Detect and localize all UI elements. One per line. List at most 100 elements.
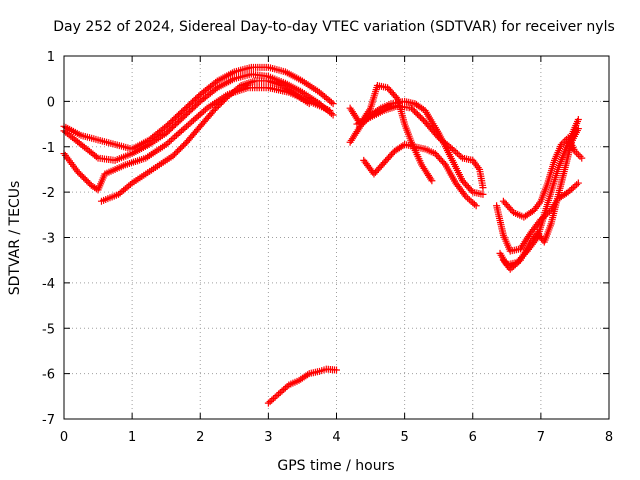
data-point-marker (417, 113, 425, 121)
data-point-marker (211, 105, 219, 113)
data-point-marker (216, 100, 224, 108)
data-point-marker (479, 184, 487, 192)
data-point-marker (264, 399, 272, 407)
data-point-marker (217, 99, 225, 107)
data-point-marker (418, 115, 426, 123)
x-tick-label: 7 (537, 430, 545, 445)
data-point-marker (183, 122, 191, 130)
data-point-marker (201, 106, 209, 114)
data-point-marker (213, 103, 221, 111)
x-tick-label: 4 (332, 430, 340, 445)
x-axis-label: GPS time / hours (277, 458, 394, 474)
data-point-marker (513, 259, 521, 267)
data-point-marker (326, 106, 334, 114)
data-point-marker (92, 153, 100, 161)
data-point-marker (574, 179, 582, 187)
data-point-marker (169, 152, 177, 160)
data-point-marker (568, 185, 576, 193)
data-point-marker (464, 194, 472, 202)
data-point-marker (268, 396, 276, 404)
data-point-marker (74, 168, 82, 176)
data-point-marker (166, 137, 174, 145)
data-point-marker (178, 127, 186, 135)
data-point-marker (455, 151, 463, 159)
data-point-marker (413, 110, 421, 118)
data-point-marker (465, 196, 473, 204)
data-point-marker (174, 130, 182, 138)
data-point-marker (428, 177, 436, 185)
data-point-marker (448, 145, 456, 153)
data-point-marker (412, 109, 420, 117)
y-tick-label: -6 (42, 368, 55, 383)
data-point-marker (169, 134, 177, 142)
series-track-13 (499, 125, 582, 273)
data-point-marker (162, 140, 170, 148)
x-tick-label: 3 (264, 430, 272, 445)
data-point-marker (410, 107, 418, 115)
data-point-marker (573, 149, 581, 157)
series-track-8 (360, 140, 480, 210)
data-point-marker (305, 100, 313, 108)
axis-ticks: 0 1 2 3 4 5 6 7 8 1 0 -1 -2 -3 -4 -5 -6 -7 (42, 50, 613, 445)
x-tick-label: 8 (605, 430, 613, 445)
data-point-marker (174, 147, 182, 155)
data-point-marker (510, 262, 518, 270)
data-point-marker (511, 261, 519, 269)
data-point-marker (189, 116, 197, 124)
data-point-marker (212, 78, 220, 86)
data-point-marker (164, 139, 172, 147)
data-point-marker (578, 154, 586, 162)
y-axis-label: SDTVAR / TECUs (7, 181, 23, 296)
data-point-marker (193, 113, 201, 121)
data-point-marker (457, 153, 465, 161)
data-point-marker (167, 136, 175, 144)
y-tick-label: -2 (42, 186, 55, 201)
data-point-marker (559, 139, 567, 147)
data-point-marker (281, 384, 289, 392)
data-point-marker (220, 96, 228, 104)
data-point-marker (214, 102, 222, 110)
data-point-marker (329, 100, 337, 108)
data-point-marker (266, 398, 274, 406)
data-point-marker (177, 144, 185, 152)
data-point-marker (564, 188, 572, 196)
data-point-marker (280, 386, 288, 394)
series-track-9 (353, 102, 487, 192)
data-point-marker (569, 184, 577, 192)
data-point-marker (506, 265, 514, 273)
series-track-10 (493, 179, 582, 255)
data-point-marker (574, 116, 582, 124)
series-track-6 (346, 81, 436, 185)
data-point-marker (479, 190, 487, 198)
series-track-1 (60, 63, 337, 153)
data-point-marker (327, 110, 335, 118)
data-point-marker (433, 132, 441, 140)
data-point-marker (453, 150, 461, 158)
series-track-12 (499, 134, 586, 221)
y-tick-label: -7 (42, 413, 55, 428)
series-track-2 (60, 70, 337, 164)
series-track-5 (264, 365, 340, 407)
data-point-marker (452, 148, 460, 156)
y-tick-label: 1 (47, 50, 55, 65)
data-point-marker (84, 178, 92, 186)
y-tick-label: -5 (42, 322, 55, 337)
data-point-marker (333, 366, 340, 374)
data-point-marker (462, 193, 470, 201)
data-point-marker (409, 106, 417, 114)
data-point-marker (77, 171, 85, 179)
data-point-marker (273, 392, 281, 400)
data-point-marker (574, 125, 582, 133)
data-point-marker (186, 119, 194, 127)
data-point-marker (304, 371, 312, 379)
data-point-marker (571, 147, 579, 155)
data-point-marker (126, 180, 134, 188)
data-point-marker (235, 83, 243, 91)
data-point-marker (200, 107, 208, 115)
grid-lines (64, 56, 609, 419)
data-point-marker (172, 149, 180, 157)
x-tick-label: 5 (400, 430, 408, 445)
y-tick-label: 0 (47, 95, 55, 110)
data-point-marker (81, 175, 89, 183)
data-point-marker (283, 382, 291, 390)
